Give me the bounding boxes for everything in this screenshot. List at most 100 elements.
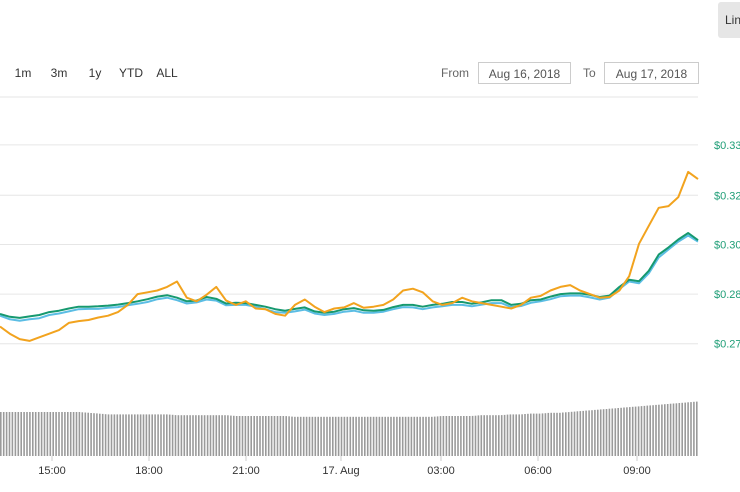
zoom-all-button[interactable]: ALL bbox=[156, 66, 178, 80]
volume-bar bbox=[14, 412, 17, 456]
volume-bar bbox=[250, 416, 252, 456]
volume-bar bbox=[550, 412, 552, 456]
volume-bar bbox=[605, 409, 608, 456]
volume-bar bbox=[209, 415, 212, 456]
volume-bar bbox=[67, 412, 69, 456]
volume-bar bbox=[693, 401, 695, 456]
volume-bar bbox=[337, 416, 340, 456]
series-line-1 bbox=[0, 232, 699, 319]
volume-bar bbox=[562, 412, 564, 456]
volume-bar bbox=[101, 413, 104, 456]
volume-bar bbox=[620, 407, 622, 456]
volume-bar bbox=[602, 409, 605, 456]
volume-bar bbox=[471, 415, 474, 456]
volume-bar bbox=[518, 414, 520, 456]
volume-bar bbox=[0, 412, 2, 456]
zoom-1m-button[interactable]: 1m bbox=[14, 66, 32, 80]
y-tick-label: $0.33 bbox=[714, 140, 740, 152]
volume-bar bbox=[104, 414, 107, 456]
volume-bar bbox=[332, 416, 334, 456]
volume-bar bbox=[340, 416, 343, 456]
volume-bar bbox=[294, 416, 296, 456]
volume-bar bbox=[20, 412, 22, 456]
volume-bar bbox=[451, 416, 453, 456]
x-tick-label: 21:00 bbox=[232, 465, 260, 477]
volume-bar bbox=[361, 416, 363, 456]
volume-bar bbox=[495, 415, 497, 456]
volume-bar bbox=[119, 414, 121, 456]
volume-bar bbox=[503, 414, 506, 456]
zoom-1y-button[interactable]: 1y bbox=[88, 66, 102, 80]
y-tick-label: $0.32 bbox=[714, 190, 740, 202]
volume-bar bbox=[291, 416, 293, 456]
volume-bar bbox=[597, 409, 599, 456]
volume-bar bbox=[148, 414, 151, 456]
volume-bar bbox=[486, 415, 488, 456]
volume-bar bbox=[407, 416, 410, 456]
y-tick-label: $0.28 bbox=[714, 289, 740, 301]
volume-bar bbox=[675, 403, 678, 456]
volume-bar bbox=[145, 414, 148, 456]
volume-bar bbox=[262, 416, 264, 456]
volume-bar bbox=[131, 414, 133, 456]
volume-bar bbox=[317, 416, 319, 456]
volume-bar bbox=[29, 412, 31, 456]
volume-bar bbox=[631, 406, 634, 456]
volume-bar bbox=[5, 412, 8, 456]
volume-bar bbox=[666, 404, 669, 456]
volume-bar bbox=[547, 412, 550, 456]
volume-bar bbox=[26, 412, 28, 456]
volume-bar bbox=[527, 413, 529, 456]
volume-bar bbox=[454, 416, 456, 456]
volume-bar bbox=[643, 405, 646, 456]
volume-bar bbox=[198, 415, 200, 456]
volume-bar bbox=[445, 416, 448, 456]
volume-bar bbox=[78, 412, 81, 456]
zoom-3m-button[interactable]: 3m bbox=[50, 66, 68, 80]
volume-bar bbox=[599, 409, 602, 456]
from-label: From bbox=[441, 66, 469, 80]
volume-bar bbox=[428, 416, 430, 456]
volume-bar bbox=[366, 416, 369, 456]
from-date-input[interactable]: Aug 16, 2018 bbox=[478, 62, 571, 84]
series-line-3 bbox=[0, 170, 699, 342]
volume-bar bbox=[113, 414, 116, 456]
volume-bar bbox=[422, 416, 424, 456]
volume-bar bbox=[393, 416, 395, 456]
volume-bar bbox=[419, 416, 421, 456]
volume-bar bbox=[122, 414, 124, 456]
volume-bar bbox=[302, 416, 305, 456]
volume-bar bbox=[343, 416, 346, 456]
volume-bar bbox=[323, 416, 325, 456]
volume-bar bbox=[206, 415, 209, 456]
x-tick-label: 18:00 bbox=[135, 465, 163, 477]
volume-bar bbox=[521, 414, 523, 456]
volume-bar bbox=[404, 416, 407, 456]
chart-type-button[interactable]: Lin bbox=[718, 2, 740, 38]
volume-bar bbox=[509, 414, 512, 456]
volume-bar bbox=[58, 412, 60, 456]
to-date-input[interactable]: Aug 17, 2018 bbox=[604, 62, 699, 84]
zoom-ytd-button[interactable]: YTD bbox=[119, 66, 143, 80]
volume-bar bbox=[629, 407, 631, 456]
volume-bar bbox=[544, 413, 547, 456]
volume-bar bbox=[305, 416, 308, 456]
volume-bar bbox=[498, 415, 500, 456]
volume-bar bbox=[136, 414, 139, 456]
volume-bars bbox=[0, 401, 698, 456]
volume-bar bbox=[46, 412, 49, 456]
volume-bar bbox=[579, 411, 582, 456]
volume-bar bbox=[192, 415, 194, 456]
volume-bar bbox=[573, 411, 576, 456]
volume-bar bbox=[320, 416, 322, 456]
volume-bar bbox=[465, 416, 468, 456]
volume-bar bbox=[541, 413, 544, 456]
volume-bar bbox=[267, 416, 270, 456]
volume-bar bbox=[72, 412, 75, 456]
volume-bar bbox=[253, 416, 255, 456]
volume-bar bbox=[559, 412, 561, 456]
volume-bar bbox=[358, 416, 360, 456]
volume-bar bbox=[457, 416, 459, 456]
volume-bar bbox=[684, 402, 686, 456]
volume-bar bbox=[37, 412, 40, 456]
